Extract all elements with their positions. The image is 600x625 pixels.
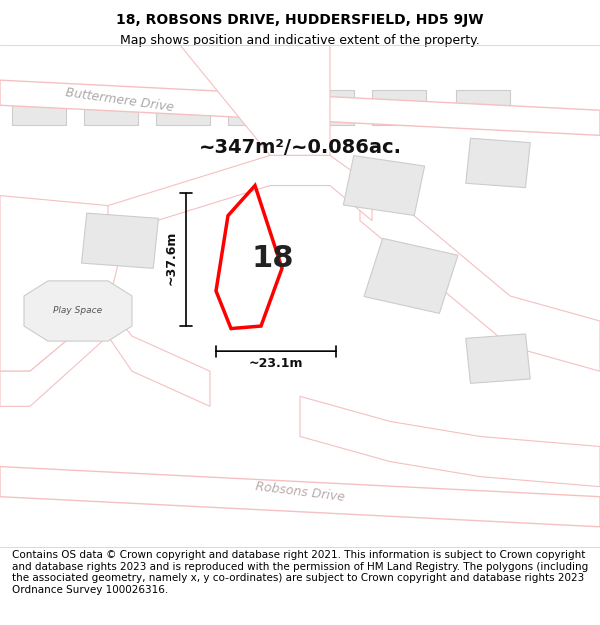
FancyBboxPatch shape xyxy=(156,90,210,125)
Text: 18: 18 xyxy=(252,244,294,272)
Text: ~37.6m: ~37.6m xyxy=(164,231,178,286)
Text: Play Space: Play Space xyxy=(53,306,103,316)
Text: Buttermere Drive: Buttermere Drive xyxy=(65,86,175,114)
Text: ~23.1m: ~23.1m xyxy=(249,357,303,370)
Polygon shape xyxy=(0,196,120,371)
FancyBboxPatch shape xyxy=(372,90,426,125)
Polygon shape xyxy=(24,281,132,341)
FancyBboxPatch shape xyxy=(343,156,425,216)
FancyBboxPatch shape xyxy=(364,238,458,313)
Polygon shape xyxy=(0,306,210,406)
Text: 18, ROBSONS DRIVE, HUDDERSFIELD, HD5 9JW: 18, ROBSONS DRIVE, HUDDERSFIELD, HD5 9JW xyxy=(116,12,484,27)
Text: ~347m²/~0.086ac.: ~347m²/~0.086ac. xyxy=(199,138,401,158)
FancyBboxPatch shape xyxy=(300,90,354,125)
FancyBboxPatch shape xyxy=(228,90,282,125)
Polygon shape xyxy=(0,80,600,136)
Text: Robsons Drive: Robsons Drive xyxy=(254,480,346,504)
Polygon shape xyxy=(360,171,600,371)
Polygon shape xyxy=(108,156,372,236)
Polygon shape xyxy=(0,467,600,527)
FancyBboxPatch shape xyxy=(466,334,530,383)
Text: Map shows position and indicative extent of the property.: Map shows position and indicative extent… xyxy=(120,34,480,47)
FancyBboxPatch shape xyxy=(12,90,66,125)
Polygon shape xyxy=(180,45,330,156)
FancyBboxPatch shape xyxy=(84,90,138,125)
Polygon shape xyxy=(300,396,600,487)
Text: Contains OS data © Crown copyright and database right 2021. This information is : Contains OS data © Crown copyright and d… xyxy=(12,550,588,595)
FancyBboxPatch shape xyxy=(456,90,510,125)
FancyBboxPatch shape xyxy=(82,213,158,268)
FancyBboxPatch shape xyxy=(466,138,530,188)
